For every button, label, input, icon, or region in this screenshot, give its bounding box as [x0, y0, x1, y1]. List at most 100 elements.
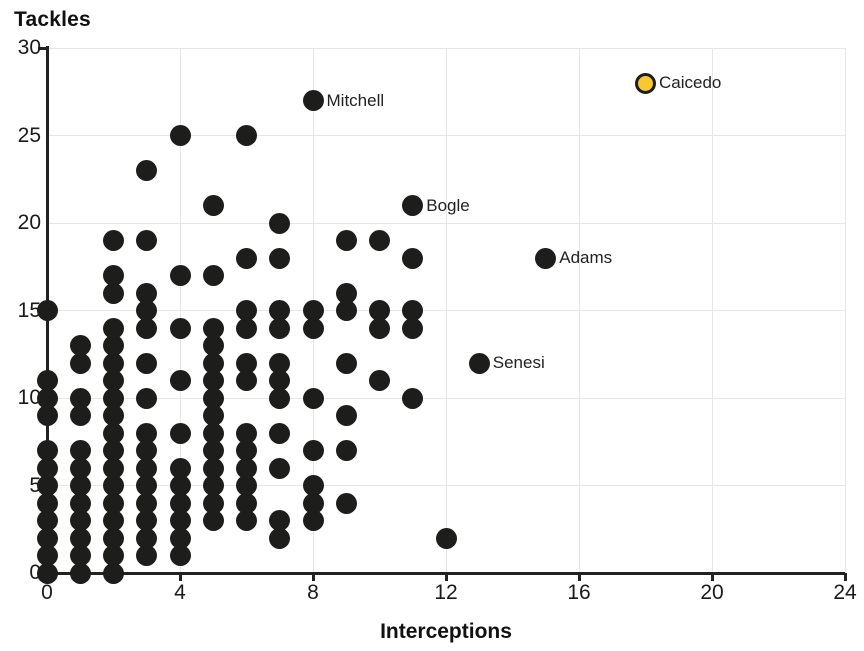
data-point	[69, 335, 91, 356]
data-point	[335, 230, 357, 251]
data-point	[136, 510, 158, 531]
data-point	[202, 352, 224, 374]
data-point-adams	[535, 247, 557, 269]
data-point	[169, 457, 191, 479]
data-point	[69, 527, 91, 549]
data-point	[269, 212, 291, 234]
data-point	[269, 510, 291, 531]
data-point	[169, 510, 191, 531]
data-point	[136, 527, 158, 549]
data-point	[103, 387, 124, 409]
data-point-bogle	[402, 195, 424, 216]
data-point	[269, 457, 291, 479]
data-point	[169, 265, 191, 286]
data-point	[402, 247, 424, 269]
data-point	[103, 405, 124, 426]
data-point	[202, 370, 224, 391]
data-point	[36, 510, 58, 531]
x-tick-label-4: 4	[174, 581, 186, 604]
x-tick-20	[710, 573, 714, 581]
data-point	[103, 475, 124, 496]
data-point	[335, 405, 357, 426]
data-point-caicedo	[635, 72, 656, 94]
data-point	[302, 317, 324, 339]
data-point	[136, 475, 158, 496]
data-point	[103, 492, 124, 514]
data-point	[103, 457, 124, 479]
data-point	[69, 352, 91, 374]
y-axis-top-tick	[38, 46, 47, 50]
data-point	[169, 475, 191, 496]
data-point	[136, 457, 158, 479]
data-point	[269, 352, 291, 374]
y-tick-label-5: 5	[29, 473, 41, 497]
data-point	[69, 457, 91, 479]
data-point	[269, 370, 291, 391]
data-point	[69, 492, 91, 514]
data-point	[103, 370, 124, 391]
data-point	[136, 160, 158, 181]
data-point	[236, 440, 257, 461]
x-tick-24	[843, 573, 847, 581]
data-point	[136, 492, 158, 514]
data-point	[236, 475, 257, 496]
x-tick-8	[311, 573, 315, 581]
data-point	[402, 387, 424, 409]
data-point	[36, 457, 58, 479]
data-point	[69, 440, 91, 461]
data-point	[136, 317, 158, 339]
data-point	[36, 300, 58, 321]
data-point	[36, 475, 58, 496]
data-point	[335, 440, 357, 461]
x-tick-label-12: 12	[434, 581, 458, 604]
x-tick-label-20: 20	[700, 581, 724, 604]
data-point	[202, 265, 224, 286]
y-tick-label-30: 30	[17, 36, 41, 59]
data-point	[36, 562, 58, 584]
data-point	[269, 247, 291, 269]
data-point	[136, 387, 158, 409]
data-point	[136, 440, 158, 461]
data-point	[236, 317, 257, 339]
point-label-mitchell: Mitchell	[326, 90, 385, 110]
data-point	[103, 440, 124, 461]
data-point	[69, 510, 91, 531]
data-point	[202, 195, 224, 216]
data-point-senesi	[468, 352, 490, 374]
data-point	[36, 370, 58, 391]
data-point	[269, 422, 291, 444]
data-point	[36, 387, 58, 409]
data-point	[103, 335, 124, 356]
data-point	[169, 492, 191, 514]
data-point	[136, 545, 158, 566]
data-point	[136, 422, 158, 444]
gridline-y-5	[47, 485, 845, 486]
x-tick-label-8: 8	[307, 581, 319, 604]
x-axis-title: Interceptions	[380, 620, 512, 643]
x-tick-4	[178, 573, 182, 581]
data-point	[202, 440, 224, 461]
point-label-bogle: Bogle	[426, 195, 470, 215]
gridline-y-25	[47, 135, 845, 136]
data-point	[335, 300, 357, 321]
data-point	[169, 370, 191, 391]
data-point	[69, 545, 91, 566]
data-point	[335, 492, 357, 514]
data-point	[202, 457, 224, 479]
data-point	[69, 475, 91, 496]
data-point	[302, 510, 324, 531]
data-point	[369, 230, 390, 251]
data-point	[302, 387, 324, 409]
data-point	[103, 352, 124, 374]
gridline-y-10	[47, 397, 845, 399]
data-point	[302, 300, 324, 321]
data-point	[369, 370, 390, 391]
point-label-adams: Adams	[559, 248, 613, 267]
x-tick-label-16: 16	[567, 581, 591, 604]
y-axis-title: Tackles	[14, 8, 91, 31]
data-point	[169, 545, 191, 566]
x-axis-line	[38, 571, 845, 575]
data-point	[202, 492, 224, 514]
data-point	[169, 527, 191, 549]
